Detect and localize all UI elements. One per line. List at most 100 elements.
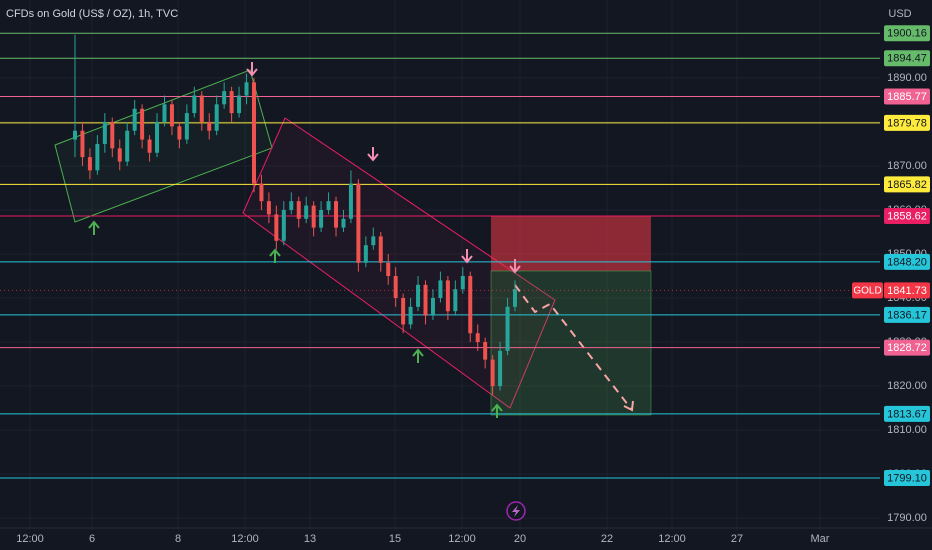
candle-body [311,205,316,228]
candle-body [184,113,189,140]
level-label: 1879.78 [887,117,927,129]
candle-body [490,359,495,387]
projection [514,284,633,411]
candle-body [363,245,368,263]
arrows [88,62,521,418]
candle-body [274,214,279,241]
candle-body [125,130,130,162]
y-tick-label: 1870.00 [887,160,927,172]
candle-body [266,201,271,215]
candle-body [199,95,204,122]
level-tag [884,176,930,193]
candle-body [460,276,465,290]
x-tick-label: 15 [389,533,401,545]
candle-body [102,121,107,144]
candle-body [304,205,309,219]
candle-body [162,104,167,122]
level-label: 1894.47 [887,53,927,65]
up-arrow [88,220,100,235]
candle-body [177,126,182,140]
level-tag [884,253,930,270]
candle-body [430,298,435,316]
candle-body [378,236,383,263]
candle-body [416,284,421,307]
level-tag [884,114,930,131]
candle-body [468,276,473,334]
level-tag [884,88,930,105]
candle-body [498,350,503,387]
level-label: 1848.20 [887,256,927,268]
candle-body [132,108,137,131]
candle-body [296,201,301,219]
x-tick-label: 13 [304,533,316,545]
projection-head [623,400,634,412]
level-tag [884,25,930,42]
level-tag [884,50,930,67]
level-label: 1813.67 [887,408,927,420]
candle-body [87,157,92,171]
level-tag [884,470,930,487]
candle-body [237,95,242,114]
candle-body [229,91,234,114]
candle-body [341,218,346,228]
candle-body [445,280,450,312]
candle-body [319,209,324,228]
x-tick-label: Mar [811,533,830,545]
x-tick-label: 12:00 [658,533,686,545]
y-tick-label: 1810.00 [887,424,927,436]
x-tick-label: 12:00 [448,533,476,545]
candle-body [348,183,353,219]
level-label: 1865.82 [887,179,927,191]
down-arrow [367,147,379,162]
y-tick-label: 1820.00 [887,380,927,392]
candle-body [192,95,197,114]
grid [0,0,880,530]
event-bolt [512,505,520,517]
candle-body [334,201,339,228]
level-label: 1828.72 [887,342,927,354]
level-tag [884,339,930,356]
x-tick-label: 12:00 [16,533,44,545]
candle-body [408,306,413,325]
candle-body [117,148,122,162]
candle-body [259,183,264,202]
candle-body [371,236,376,246]
candle-body [73,130,77,140]
level-tag [884,405,930,422]
level-label: 1836.17 [887,309,927,321]
y-tick-label: 1790.00 [887,512,927,524]
candle-body [222,91,227,105]
chart-title: CFDs on Gold (US$ / OZ), 1h, TVC [6,8,178,20]
target-zone [490,270,652,416]
x-tick-label: 8 [175,533,181,545]
level-label: 1900.16 [887,28,927,40]
down-arrow [246,62,258,77]
level-tag [884,306,930,323]
candle-body [513,289,517,307]
candle-body [110,121,115,149]
y-tick-label: 1890.00 [887,72,927,84]
x-tick-label: 6 [89,533,95,545]
level-tag [884,208,930,225]
x-tick-label: 22 [601,533,613,545]
candle-body [251,82,256,184]
candle-body [244,82,249,96]
down-arrow [461,249,473,264]
candle-body [401,298,406,325]
candle-body [147,139,152,153]
candle-body [475,333,480,343]
up-arrow [412,348,424,363]
down-arrow [509,259,521,274]
candles [73,34,517,395]
candle-body [169,104,174,127]
candle-body [438,280,443,299]
candle-body [214,104,219,131]
last-price-tag [884,282,930,299]
candle-body [453,289,458,312]
candle-body [289,201,294,210]
x-tick-label: 20 [514,533,526,545]
candle-body [80,130,85,158]
y-tick-label: 1850.00 [887,248,927,260]
x-tick-label: 27 [731,533,743,545]
